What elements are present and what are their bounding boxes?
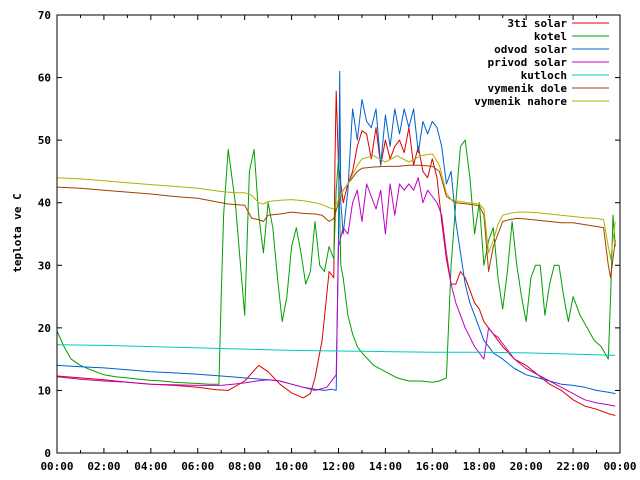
series-line-kotel (56, 139, 616, 385)
legend-label: 3ti solar (507, 17, 567, 30)
legend-label: vymenik dole (488, 82, 568, 95)
y-tick-label: 0 (44, 447, 51, 460)
x-tick-label: 22:00 (557, 460, 590, 473)
axis-ticks (56, 14, 621, 454)
series-line-3ti-solar (56, 90, 616, 416)
legend-label: kutloch (521, 69, 567, 82)
series-line-vymenik-dole (56, 164, 616, 279)
y-tick-label: 50 (38, 134, 51, 147)
y-tick-label: 30 (38, 259, 51, 272)
x-tick-label: 00:00 (603, 460, 636, 473)
y-axis-tick-labels: 0 10 20 30 40 50 60 70 (38, 9, 51, 460)
series-line-privod-solar (56, 177, 616, 407)
legend-label: vymenik nahore (474, 95, 567, 108)
y-axis-label: teplota ve C (11, 193, 24, 272)
y-tick-label: 70 (38, 9, 51, 22)
x-tick-label: 06:00 (181, 460, 214, 473)
y-tick-label: 10 (38, 384, 51, 397)
x-tick-label: 18:00 (463, 460, 496, 473)
series-line-kutloch (56, 344, 616, 356)
legend-label: privod solar (488, 56, 568, 69)
x-tick-label: 20:00 (510, 460, 543, 473)
x-axis-tick-labels: 00:00 02:00 04:00 06:00 08:00 10:00 12:00 14:00… (40, 460, 636, 473)
series-line-vymenik-nahore (56, 153, 616, 260)
y-tick-label: 60 (38, 72, 51, 85)
x-tick-label: 10:00 (275, 460, 308, 473)
x-tick-label: 04:00 (134, 460, 167, 473)
legend-label: odvod solar (494, 43, 567, 56)
legend-label: kotel (534, 30, 567, 43)
x-tick-label: 02:00 (87, 460, 120, 473)
x-tick-label: 08:00 (228, 460, 261, 473)
x-tick-label: 00:00 (40, 460, 73, 473)
series-layer (56, 70, 616, 416)
x-tick-label: 14:00 (369, 460, 402, 473)
x-tick-label: 12:00 (322, 460, 355, 473)
y-tick-label: 40 (38, 197, 51, 210)
x-tick-label: 16:00 (416, 460, 449, 473)
y-tick-label: 20 (38, 322, 51, 335)
